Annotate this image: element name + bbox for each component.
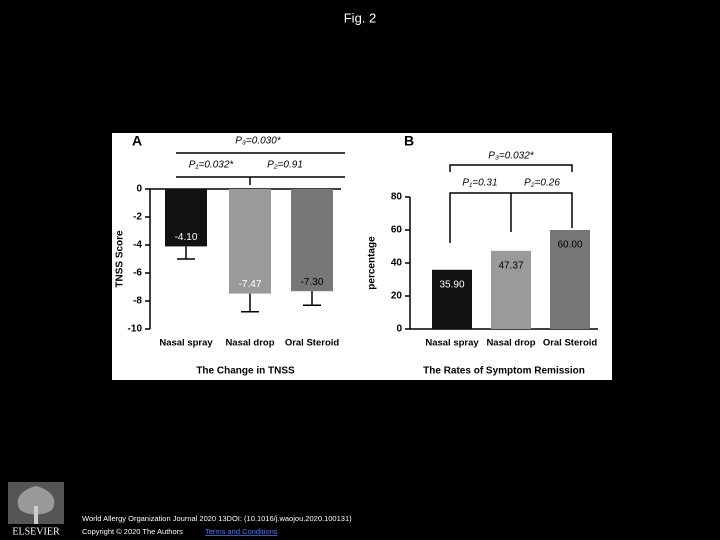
annotation: P₃=0.032* (488, 151, 534, 162)
y-tick-label: -6 (133, 268, 142, 279)
y-tick-label: -4 (133, 240, 142, 251)
value-label: 35.90 (439, 279, 464, 290)
logo (8, 482, 64, 524)
bar (432, 269, 472, 329)
bar (550, 230, 590, 329)
x-tick-label: Nasal drop (225, 338, 274, 349)
bar (491, 250, 531, 329)
bar (165, 189, 207, 247)
x-axis-title: The Rates of Symptom Remission (423, 366, 585, 377)
y-tick-label: 80 (391, 192, 403, 203)
annotation: P₁=0.31 (462, 178, 497, 189)
x-tick-label: Nasal spray (159, 338, 213, 349)
error-bar (241, 293, 259, 313)
x-tick-label: Oral Steroid (285, 338, 340, 349)
x-tick-label: Oral Steroid (543, 338, 598, 349)
error-bar (303, 291, 321, 306)
value-label: -7.30 (301, 277, 324, 288)
y-axis-title: percentage (367, 236, 378, 290)
panel-label: A (132, 133, 142, 149)
panel-label: B (404, 133, 414, 149)
logo-text: ELSEVIER (12, 526, 60, 537)
x-tick-label: Nasal drop (486, 338, 535, 349)
annotation: P₁=0.032* (189, 160, 235, 171)
bar (229, 189, 271, 294)
y-tick-label: 0 (396, 324, 402, 335)
y-tick-label: -8 (133, 296, 142, 307)
annotation: P₂=0.91 (267, 160, 303, 171)
value-label: 47.37 (498, 260, 523, 271)
value-label: -7.47 (239, 279, 262, 290)
slide-title: Fig. 2 (344, 10, 377, 25)
copyright: Copyright © 2020 The Authors (82, 527, 183, 536)
y-tick-label: -10 (128, 324, 143, 335)
brackets-a (176, 152, 345, 185)
x-axis-title: The Change in TNSS (196, 366, 295, 377)
bar (291, 189, 333, 292)
y-tick-label: 20 (391, 291, 403, 302)
value-label: 60.00 (557, 240, 582, 251)
y-tick-label: -2 (133, 212, 142, 223)
citation: World Allergy Organization Journal 2020 … (82, 514, 352, 523)
terms-link[interactable]: Terms and Conditions (205, 527, 278, 536)
annotation: P₂=0.26 (524, 178, 560, 189)
error-bar (177, 246, 195, 260)
brackets-b (449, 164, 573, 243)
y-tick-label: 40 (391, 258, 403, 269)
annotation: P₃=0.030* (235, 136, 281, 147)
x-tick-label: Nasal spray (425, 338, 479, 349)
y-tick-label: 60 (391, 225, 403, 236)
y-axis-title: TNSS Score (115, 230, 126, 288)
value-label: -4.10 (175, 232, 198, 243)
y-tick-label: 0 (136, 184, 142, 195)
